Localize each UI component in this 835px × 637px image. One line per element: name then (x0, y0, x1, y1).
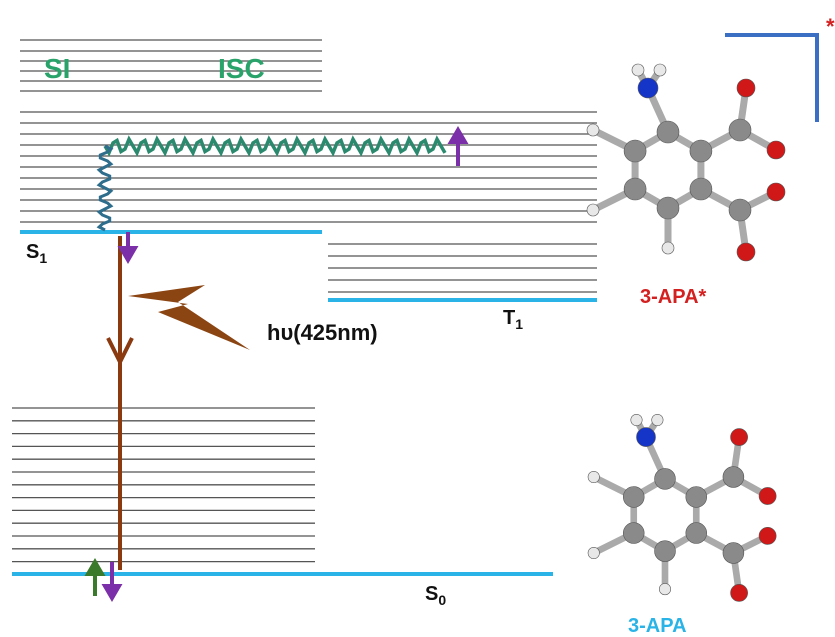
ground-molecule-label: 3-APA (628, 615, 687, 637)
isc-wave (105, 139, 445, 153)
atom (624, 178, 646, 200)
atom (759, 487, 776, 504)
atom (767, 183, 785, 201)
atom (588, 471, 599, 482)
atom (723, 543, 744, 564)
excited-molecule-label: 3-APA* (640, 286, 707, 308)
atom (652, 414, 663, 425)
atom (623, 487, 644, 508)
atom (662, 242, 674, 254)
atom (657, 197, 679, 219)
bracket (725, 35, 817, 122)
atom (759, 527, 776, 544)
atom (731, 584, 748, 601)
lightning (128, 285, 250, 350)
emission-label: hυ(425nm) (267, 320, 378, 345)
atom (623, 523, 644, 544)
t1-label: T1 (503, 307, 523, 332)
spin-arrow-up (88, 562, 102, 596)
atom (654, 64, 666, 76)
atom (690, 178, 712, 200)
atom (686, 523, 707, 544)
atom (731, 429, 748, 446)
si-label: SI (44, 53, 70, 84)
atom (587, 204, 599, 216)
atom (638, 78, 658, 98)
ground-molecule (588, 414, 776, 601)
atom (637, 428, 656, 447)
atom (723, 467, 744, 488)
atom (737, 79, 755, 97)
atom (624, 140, 646, 162)
isc-label: ISC (218, 53, 265, 84)
atom (655, 541, 676, 562)
s0-label: S0 (425, 583, 446, 608)
atom (729, 119, 751, 141)
si-wave (99, 146, 111, 230)
jablonski-diagram: * SI ISC S1 T1 S0 hυ(425nm) 3-APA* 3-APA (0, 0, 835, 637)
atom (632, 64, 644, 76)
atom (631, 414, 642, 425)
atom (737, 243, 755, 261)
atom (686, 487, 707, 508)
atom (588, 547, 599, 558)
atom (657, 121, 679, 143)
atom (587, 124, 599, 136)
excited-molecule (587, 64, 785, 261)
atom (767, 141, 785, 159)
corner-star: * (826, 14, 835, 39)
atom (659, 583, 670, 594)
s1-label: S1 (26, 241, 47, 266)
atom (729, 199, 751, 221)
atom (690, 140, 712, 162)
atom (655, 468, 676, 489)
